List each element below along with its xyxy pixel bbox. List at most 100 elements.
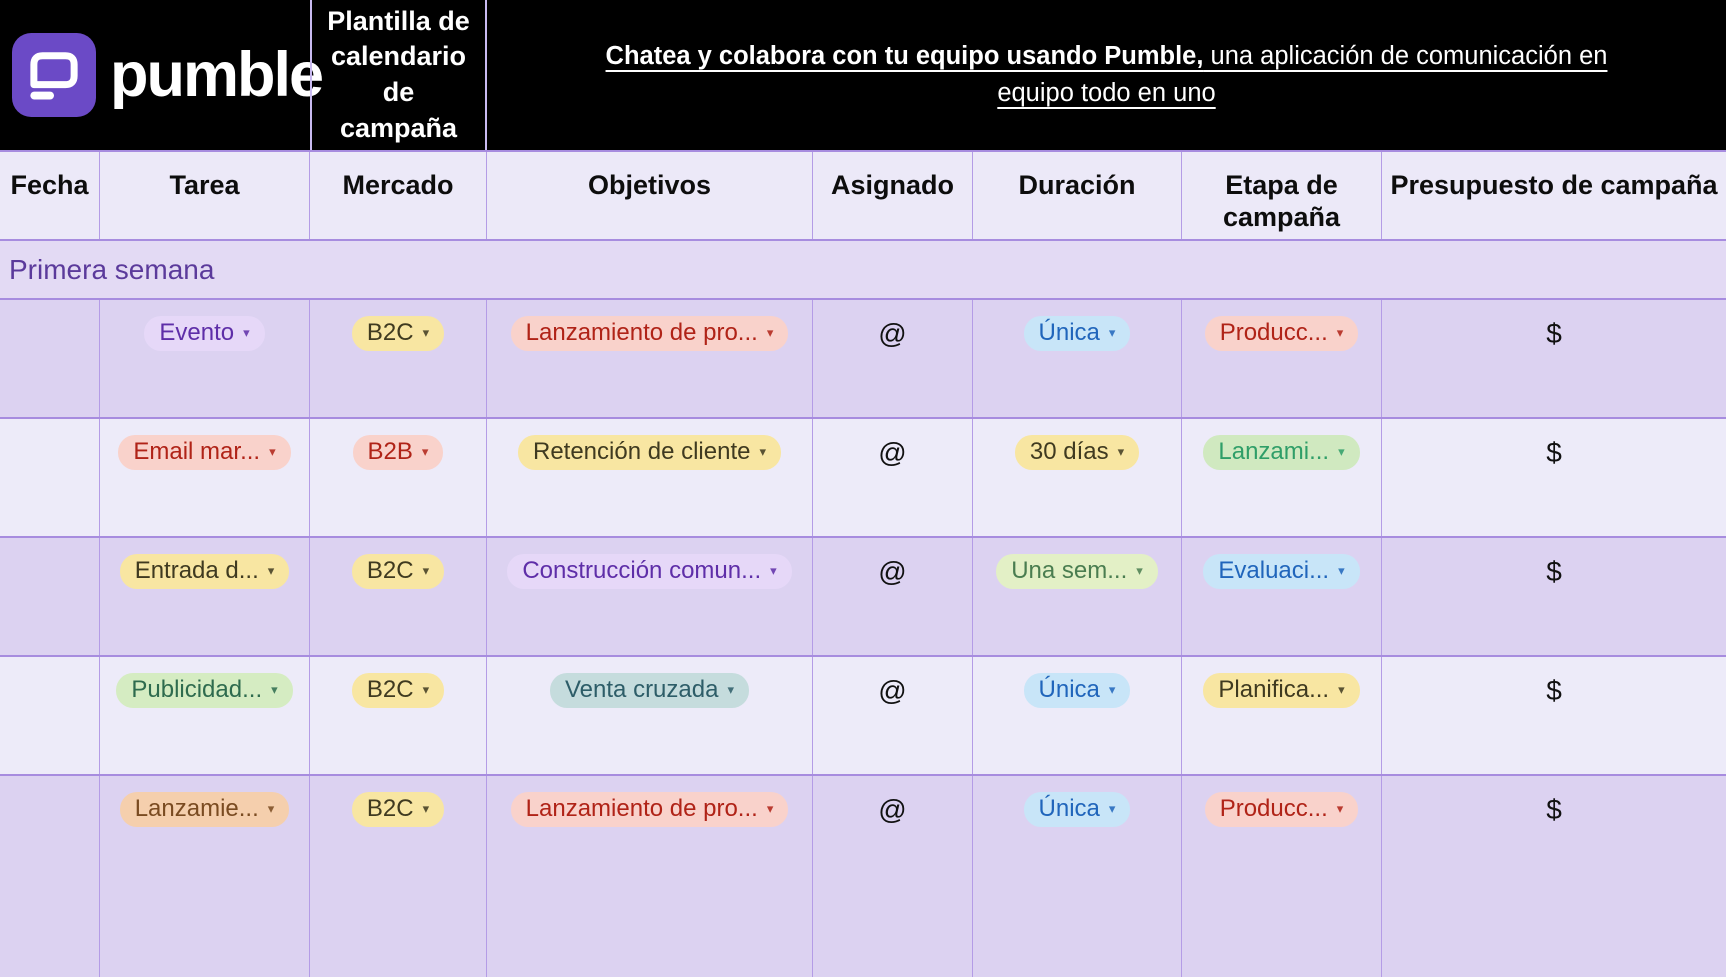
tarea-pill[interactable]: Evento ▾ — [144, 316, 265, 351]
duracion-pill[interactable]: Una sem... ▾ — [996, 554, 1158, 589]
dropdown-arrow-icon: ▾ — [1108, 325, 1116, 341]
promo-link-regular: una aplicación de comunicación en equipo… — [997, 42, 1608, 107]
cell-fecha[interactable] — [0, 419, 100, 536]
cell-presupuesto[interactable]: $ — [1382, 419, 1726, 536]
mercado-pill-label: B2C — [366, 319, 414, 346]
cell-presupuesto[interactable]: $ — [1382, 538, 1726, 655]
cell-asignado[interactable]: @ — [813, 300, 973, 417]
tarea-pill[interactable]: Entrada d... ▾ — [119, 554, 290, 589]
pumble-logo-icon — [12, 33, 96, 117]
duracion-pill[interactable]: Única ▾ — [1023, 316, 1131, 351]
table-row: Evento ▾ B2C ▾ Lanzamiento de pro... ▾ @ Única ▾… — [0, 298, 1726, 417]
etapa-pill[interactable]: Producc... ▾ — [1204, 792, 1359, 827]
cell-objetivos[interactable]: Venta cruzada ▾ — [487, 657, 813, 774]
mercado-pill[interactable]: B2B ▾ — [352, 435, 444, 470]
dropdown-arrow-icon: ▾ — [1136, 563, 1143, 579]
cell-mercado[interactable]: B2C ▾ — [310, 538, 487, 655]
duracion-pill[interactable]: Única ▾ — [1023, 792, 1131, 827]
objetivos-pill-label: Lanzamiento de pro... — [525, 319, 758, 346]
cell-presupuesto[interactable]: $ — [1382, 300, 1726, 417]
dropdown-arrow-icon: ▾ — [269, 444, 276, 460]
etapa-pill[interactable]: Producc... ▾ — [1204, 316, 1359, 351]
asignado-value: @ — [878, 556, 907, 587]
objetivos-pill[interactable]: Retención de cliente ▾ — [517, 435, 781, 470]
cell-duracion[interactable]: Una sem... ▾ — [973, 538, 1182, 655]
cell-objetivos[interactable]: Construcción comun... ▾ — [487, 538, 813, 655]
asignado-value: @ — [878, 437, 907, 468]
cell-asignado[interactable]: @ — [813, 776, 973, 977]
mercado-pill[interactable]: B2C ▾ — [351, 792, 445, 827]
cell-duracion[interactable]: 30 días ▾ — [973, 419, 1182, 536]
cell-etapa[interactable]: Producc... ▾ — [1182, 300, 1382, 417]
duracion-pill-label: 30 días — [1029, 438, 1109, 465]
cell-duracion[interactable]: Única ▾ — [973, 776, 1182, 977]
mercado-pill-label: B2C — [366, 557, 414, 584]
etapa-pill-label: Producc... — [1219, 795, 1328, 822]
table-row: Email mar... ▾ B2B ▾ Retención de cliente ▾ @3… — [0, 417, 1726, 536]
tarea-pill[interactable]: Publicidad... ▾ — [116, 673, 293, 708]
dropdown-arrow-icon: ▾ — [271, 682, 278, 698]
objetivos-pill[interactable]: Lanzamiento de pro... ▾ — [510, 792, 789, 827]
etapa-pill[interactable]: Evaluaci... ▾ — [1203, 554, 1360, 589]
column-header-etapa: Etapa de campaña — [1182, 152, 1382, 239]
cell-tarea[interactable]: Evento ▾ — [100, 300, 310, 417]
objetivos-pill[interactable]: Lanzamiento de pro... ▾ — [510, 316, 789, 351]
cell-fecha[interactable] — [0, 538, 100, 655]
objetivos-pill[interactable]: Construcción comun... ▾ — [507, 554, 792, 589]
cell-presupuesto[interactable]: $ — [1382, 776, 1726, 977]
cell-duracion[interactable]: Única ▾ — [973, 657, 1182, 774]
cell-asignado[interactable]: @ — [813, 657, 973, 774]
presupuesto-value: $ — [1546, 675, 1562, 706]
duracion-pill[interactable]: 30 días ▾ — [1014, 435, 1140, 470]
cell-objetivos[interactable]: Lanzamiento de pro... ▾ — [487, 776, 813, 977]
objetivos-pill[interactable]: Venta cruzada ▾ — [550, 673, 749, 708]
cell-mercado[interactable]: B2C ▾ — [310, 300, 487, 417]
mercado-pill[interactable]: B2C ▾ — [351, 673, 445, 708]
cell-etapa[interactable]: Evaluaci... ▾ — [1182, 538, 1382, 655]
table-row: Entrada d... ▾ B2C ▾ Construcción comun... ▾ @… — [0, 536, 1726, 655]
cell-tarea[interactable]: Publicidad... ▾ — [100, 657, 310, 774]
cell-asignado[interactable]: @ — [813, 419, 973, 536]
promo-link-cell: Chatea y colabora con tu equipo usando P… — [487, 0, 1726, 150]
objetivos-pill-label: Construcción comun... — [522, 557, 762, 584]
cell-fecha[interactable] — [0, 657, 100, 774]
cell-tarea[interactable]: Lanzamie... ▾ — [100, 776, 310, 977]
etapa-pill-label: Lanzami... — [1218, 438, 1330, 465]
cell-tarea[interactable]: Email mar... ▾ — [100, 419, 310, 536]
promo-link[interactable]: Chatea y colabora con tu equipo usando P… — [577, 38, 1637, 112]
cell-objetivos[interactable]: Retención de cliente ▾ — [487, 419, 813, 536]
tarea-pill-label: Lanzamie... — [134, 795, 259, 822]
cell-duracion[interactable]: Única ▾ — [973, 300, 1182, 417]
cell-asignado[interactable]: @ — [813, 538, 973, 655]
mercado-pill[interactable]: B2C ▾ — [351, 316, 445, 351]
etapa-pill[interactable]: Lanzami... ▾ — [1203, 435, 1360, 470]
cell-objetivos[interactable]: Lanzamiento de pro... ▾ — [487, 300, 813, 417]
cell-etapa[interactable]: Producc... ▾ — [1182, 776, 1382, 977]
objetivos-pill-label: Lanzamiento de pro... — [525, 795, 758, 822]
cell-fecha[interactable] — [0, 300, 100, 417]
app-header: pumble Plantilla de calendario de campañ… — [0, 0, 1726, 150]
cell-etapa[interactable]: Lanzami... ▾ — [1182, 419, 1382, 536]
cell-mercado[interactable]: B2B ▾ — [310, 419, 487, 536]
presupuesto-value: $ — [1546, 437, 1562, 468]
duracion-pill-label: Única — [1038, 795, 1100, 822]
cell-etapa[interactable]: Planifica... ▾ — [1182, 657, 1382, 774]
tarea-pill-label: Evento — [159, 319, 235, 346]
cell-mercado[interactable]: B2C ▾ — [310, 657, 487, 774]
cell-mercado[interactable]: B2C ▾ — [310, 776, 487, 977]
etapa-pill[interactable]: Planifica... ▾ — [1203, 673, 1360, 708]
tarea-pill[interactable]: Lanzamie... ▾ — [119, 792, 290, 827]
dropdown-arrow-icon: ▾ — [727, 682, 734, 698]
presupuesto-value: $ — [1546, 556, 1562, 587]
tarea-pill[interactable]: Email mar... ▾ — [118, 435, 291, 470]
dropdown-arrow-icon: ▾ — [1338, 444, 1345, 460]
cell-tarea[interactable]: Entrada d... ▾ — [100, 538, 310, 655]
cell-presupuesto[interactable]: $ — [1382, 657, 1726, 774]
duracion-pill[interactable]: Única ▾ — [1023, 673, 1131, 708]
mercado-pill[interactable]: B2C ▾ — [351, 554, 445, 589]
column-header-asignado: Asignado — [813, 152, 973, 239]
cell-fecha[interactable] — [0, 776, 100, 977]
section-title: Primera semana — [9, 253, 215, 285]
asignado-value: @ — [878, 318, 907, 349]
